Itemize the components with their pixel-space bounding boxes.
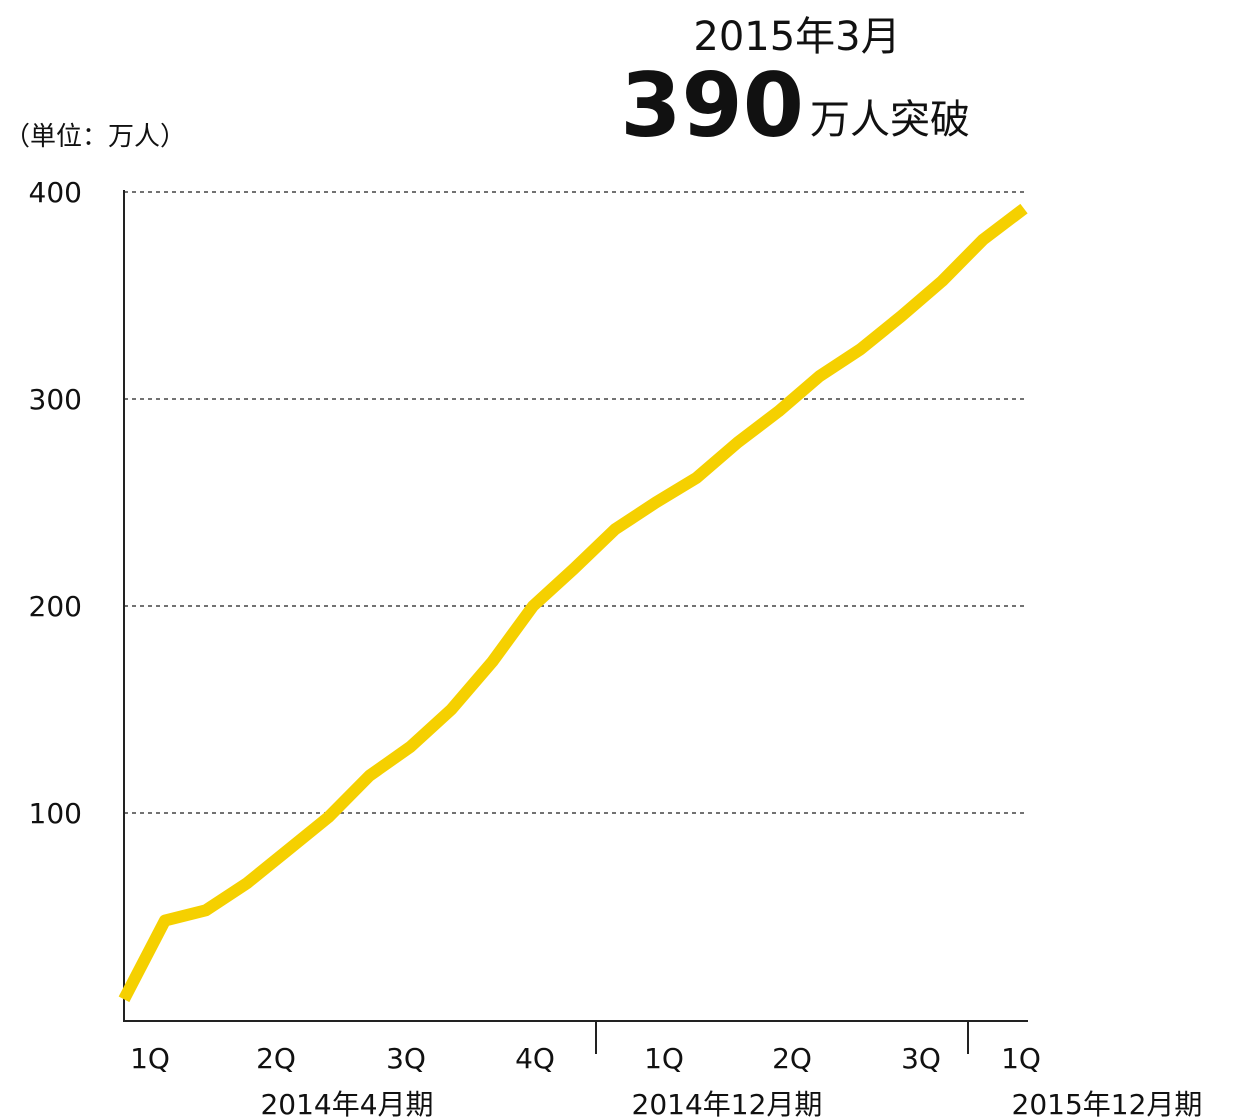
x-tick-label: 1Q — [1001, 1042, 1041, 1075]
x-tick-label: 3Q — [386, 1042, 426, 1075]
period-label: 2014年4月期 — [260, 1088, 433, 1119]
period-labels: 2014年4月期 2014年12月期 2015年12月期 — [260, 1088, 1202, 1119]
headline-suffix: 万人突破 — [810, 97, 970, 143]
y-tick-label: 200 — [29, 590, 82, 623]
headline-date: 2015年3月 — [693, 14, 900, 60]
x-tick-label: 3Q — [901, 1042, 941, 1075]
axis-layer — [123, 190, 1028, 1054]
y-tick-labels: 100 200 300 400 — [29, 176, 82, 830]
unit-label: （単位：万人） — [4, 122, 186, 152]
x-tick-label: 1Q — [130, 1042, 170, 1075]
headline-value: 390 — [620, 54, 804, 157]
x-tick-labels: 1Q 2Q 3Q 4Q 1Q 2Q 3Q 1Q — [130, 1042, 1041, 1075]
y-tick-label: 300 — [29, 383, 82, 416]
grid-layer — [124, 191, 1024, 814]
x-tick-label: 1Q — [644, 1042, 684, 1075]
period-label: 2015年12月期 — [1012, 1088, 1203, 1119]
x-tick-label: 4Q — [515, 1042, 555, 1075]
series-line — [118, 203, 1028, 1003]
period-label: 2014年12月期 — [632, 1088, 823, 1119]
series-layer — [118, 203, 1028, 1003]
y-tick-label: 400 — [29, 176, 82, 209]
x-tick-label: 2Q — [256, 1042, 296, 1075]
y-tick-label: 100 — [29, 797, 82, 830]
x-tick-label: 2Q — [772, 1042, 812, 1075]
